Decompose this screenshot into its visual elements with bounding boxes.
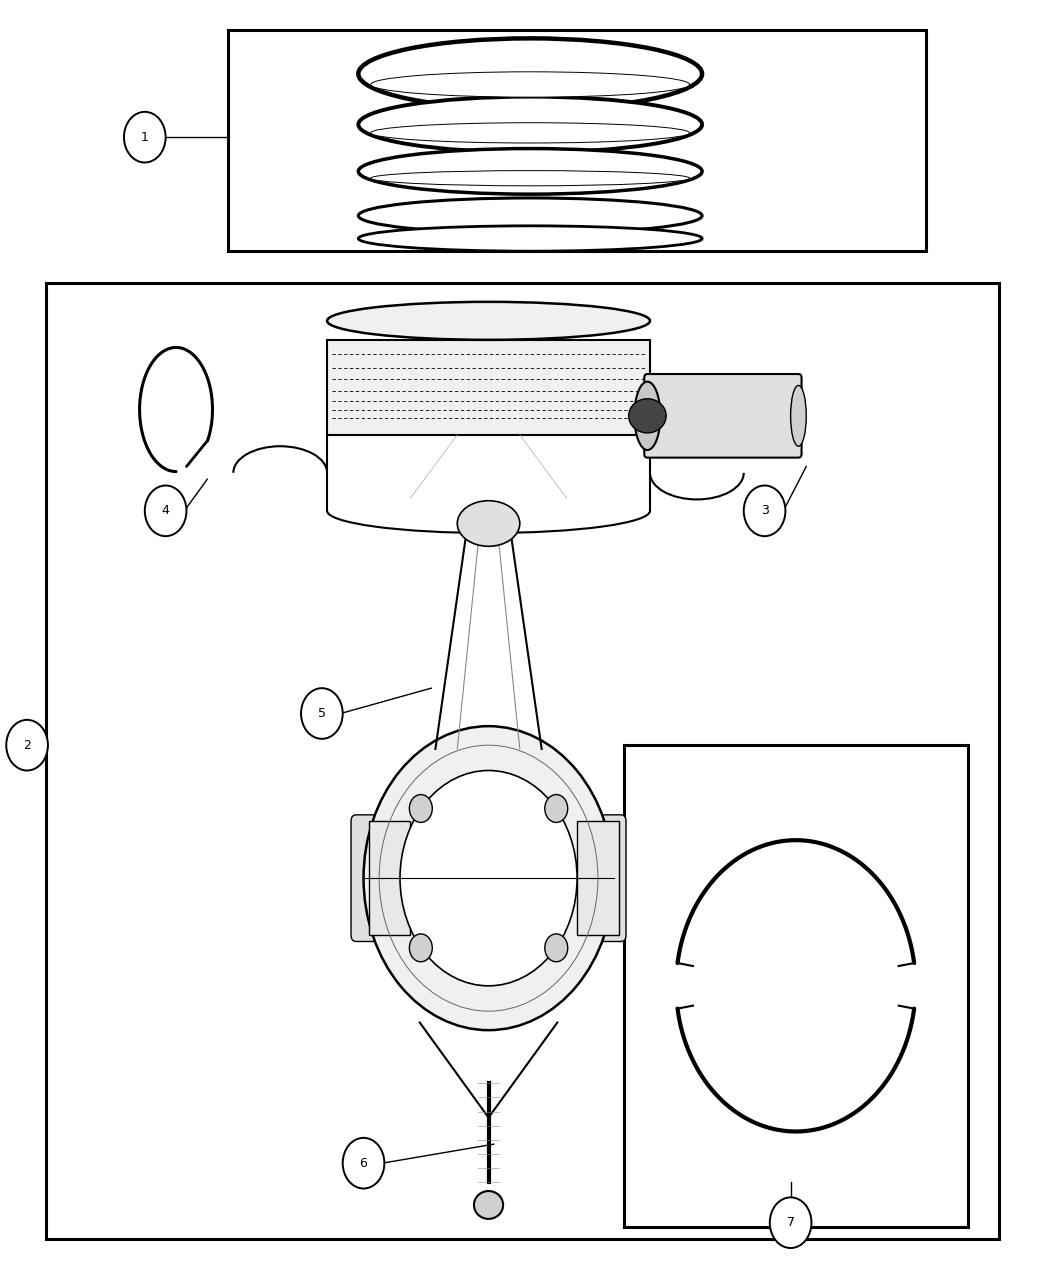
Circle shape bbox=[743, 486, 785, 537]
Bar bbox=[46, 283, 999, 1239]
Bar bbox=[328, 340, 650, 435]
Text: 7: 7 bbox=[786, 1216, 795, 1229]
Ellipse shape bbox=[358, 149, 702, 194]
Text: 5: 5 bbox=[318, 708, 326, 720]
Text: 2: 2 bbox=[23, 738, 32, 752]
FancyBboxPatch shape bbox=[645, 374, 801, 458]
Circle shape bbox=[6, 720, 48, 770]
FancyBboxPatch shape bbox=[564, 815, 626, 941]
Ellipse shape bbox=[458, 501, 520, 546]
Ellipse shape bbox=[791, 385, 806, 446]
Ellipse shape bbox=[358, 198, 702, 233]
Circle shape bbox=[145, 486, 187, 537]
Ellipse shape bbox=[634, 381, 660, 450]
Ellipse shape bbox=[400, 770, 578, 986]
Circle shape bbox=[342, 1137, 384, 1188]
Ellipse shape bbox=[363, 727, 613, 1030]
Bar bbox=[578, 821, 618, 935]
Text: 6: 6 bbox=[359, 1156, 368, 1169]
Ellipse shape bbox=[328, 302, 650, 340]
Text: 4: 4 bbox=[162, 505, 169, 518]
Ellipse shape bbox=[474, 1191, 503, 1219]
Bar bbox=[624, 745, 968, 1227]
Circle shape bbox=[124, 112, 166, 162]
FancyBboxPatch shape bbox=[351, 815, 414, 941]
Ellipse shape bbox=[358, 38, 702, 110]
Circle shape bbox=[770, 1197, 812, 1248]
Ellipse shape bbox=[410, 794, 433, 822]
Ellipse shape bbox=[545, 794, 568, 822]
Ellipse shape bbox=[371, 71, 690, 97]
Ellipse shape bbox=[358, 97, 702, 153]
Ellipse shape bbox=[371, 122, 690, 143]
Bar bbox=[228, 29, 926, 251]
Text: 3: 3 bbox=[760, 505, 769, 518]
Ellipse shape bbox=[629, 399, 666, 434]
Text: 1: 1 bbox=[141, 130, 149, 144]
Ellipse shape bbox=[545, 933, 568, 961]
Circle shape bbox=[301, 688, 342, 738]
Ellipse shape bbox=[371, 171, 690, 186]
Ellipse shape bbox=[410, 933, 433, 961]
Ellipse shape bbox=[358, 226, 702, 251]
Bar bbox=[369, 821, 411, 935]
